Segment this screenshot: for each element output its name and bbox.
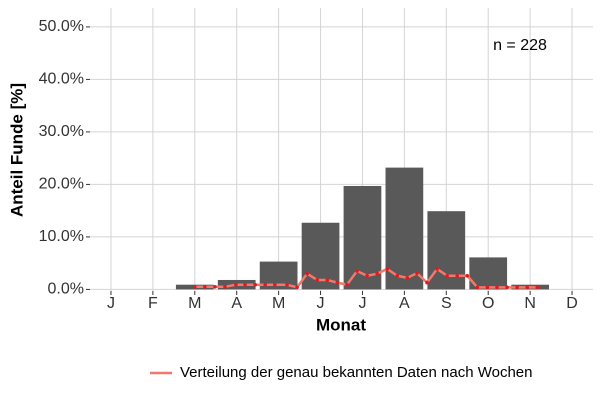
- y-tick-label: 20.0%: [39, 176, 84, 193]
- point: [234, 282, 238, 287]
- x-tick-label: A: [399, 295, 410, 312]
- x-tick-label: S: [441, 295, 452, 312]
- point: [355, 269, 359, 273]
- point: [465, 273, 470, 278]
- bar: [385, 167, 424, 290]
- point: [273, 282, 277, 287]
- x-tick-label: D: [566, 295, 578, 312]
- point: [192, 284, 197, 289]
- point: [253, 282, 257, 287]
- y-tick-label: 30.0%: [39, 123, 84, 140]
- point: [475, 285, 480, 290]
- x-tick-label: M: [272, 295, 285, 312]
- x-tick-label: O: [482, 295, 494, 312]
- x-axis-label: Monat: [316, 315, 366, 334]
- point: [415, 271, 419, 275]
- point: [335, 280, 340, 285]
- point: [395, 273, 400, 278]
- x-tick-label: N: [524, 295, 536, 312]
- x-tick-label: J: [317, 295, 325, 312]
- point: [375, 271, 379, 276]
- point: [295, 285, 299, 290]
- point: [213, 284, 217, 289]
- x-tick-label: J: [107, 295, 115, 312]
- point: [263, 282, 268, 287]
- x-tick-label: J: [358, 295, 366, 312]
- legend-label: Verteilung der genau bekannten Daten nac…: [180, 364, 533, 381]
- point: [315, 278, 319, 282]
- point: [223, 284, 227, 289]
- bar: [343, 185, 382, 290]
- x-tick-label: M: [188, 295, 201, 312]
- point: [445, 273, 449, 278]
- point: [535, 285, 540, 290]
- point: [495, 285, 499, 290]
- point: [203, 284, 207, 289]
- x-tick-label: F: [148, 295, 158, 312]
- point: [405, 276, 410, 280]
- point: [243, 282, 247, 287]
- y-axis-label: Anteil Funde [%]: [7, 83, 26, 217]
- point: [515, 285, 519, 290]
- y-tick-label: 10.0%: [39, 228, 84, 245]
- bar: [427, 211, 466, 290]
- point: [485, 285, 490, 290]
- point: [505, 285, 509, 290]
- point: [285, 282, 289, 287]
- bar: [301, 222, 340, 290]
- y-tick-label: 40.0%: [39, 71, 84, 88]
- y-tick-label: 50.0%: [39, 18, 84, 35]
- point: [385, 267, 389, 271]
- plot-area: 0.0% 10.0% 20.0% 30.0% 40.0% 50.0% J F M A M J J A S O N…: [39, 8, 593, 312]
- point: [305, 271, 309, 276]
- y-tick-label: 0.0%: [48, 281, 84, 298]
- point: [365, 273, 369, 278]
- point: [435, 267, 439, 271]
- point: [525, 285, 529, 290]
- point: [345, 282, 349, 287]
- x-tick-label: A: [231, 295, 242, 312]
- point: [325, 278, 330, 282]
- annotation: n = 228: [493, 37, 547, 54]
- point: [455, 273, 459, 278]
- point: [425, 280, 429, 285]
